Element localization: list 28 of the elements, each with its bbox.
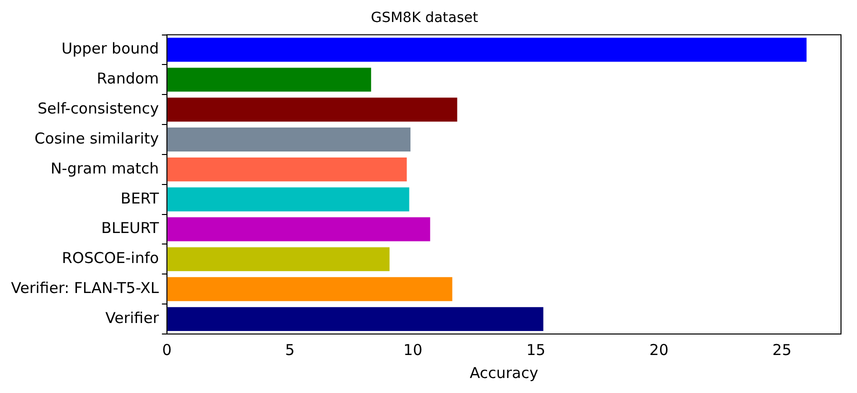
y-tick-label: Random [96,70,159,88]
x-tick-label: 5 [285,340,295,359]
x-tick-label: 10 [403,340,422,359]
y-tick-label: BLEURT [101,219,160,238]
x-tick-label: 15 [526,340,546,359]
bar [166,68,372,92]
bar [166,38,807,62]
chart-title: GSM8K dataset [370,10,479,26]
y-tick-label: N-gram match [50,159,159,178]
x-axis-title: Accuracy [470,364,538,382]
x-tick-label: 25 [772,340,792,359]
y-tick-label: Verifier: FLAN-T5-XL [10,279,160,298]
y-tick-label: ROSCOE-info [62,249,159,268]
bar [166,98,458,122]
bar [166,277,452,302]
bar [166,157,407,182]
y-tick-label: BERT [120,189,160,208]
bar [166,128,410,152]
y-tick-label: Upper bound [61,40,159,58]
x-tick-label: 0 [162,340,172,359]
bar [166,307,544,332]
bar [166,217,430,242]
bar [166,187,410,212]
y-tick-label: Self-consistency [38,99,160,118]
y-tick-label: Cosine similarity [34,129,160,148]
bar [166,247,390,272]
x-tick-label: 20 [649,340,668,359]
y-tick-label: Verifier [105,308,160,327]
